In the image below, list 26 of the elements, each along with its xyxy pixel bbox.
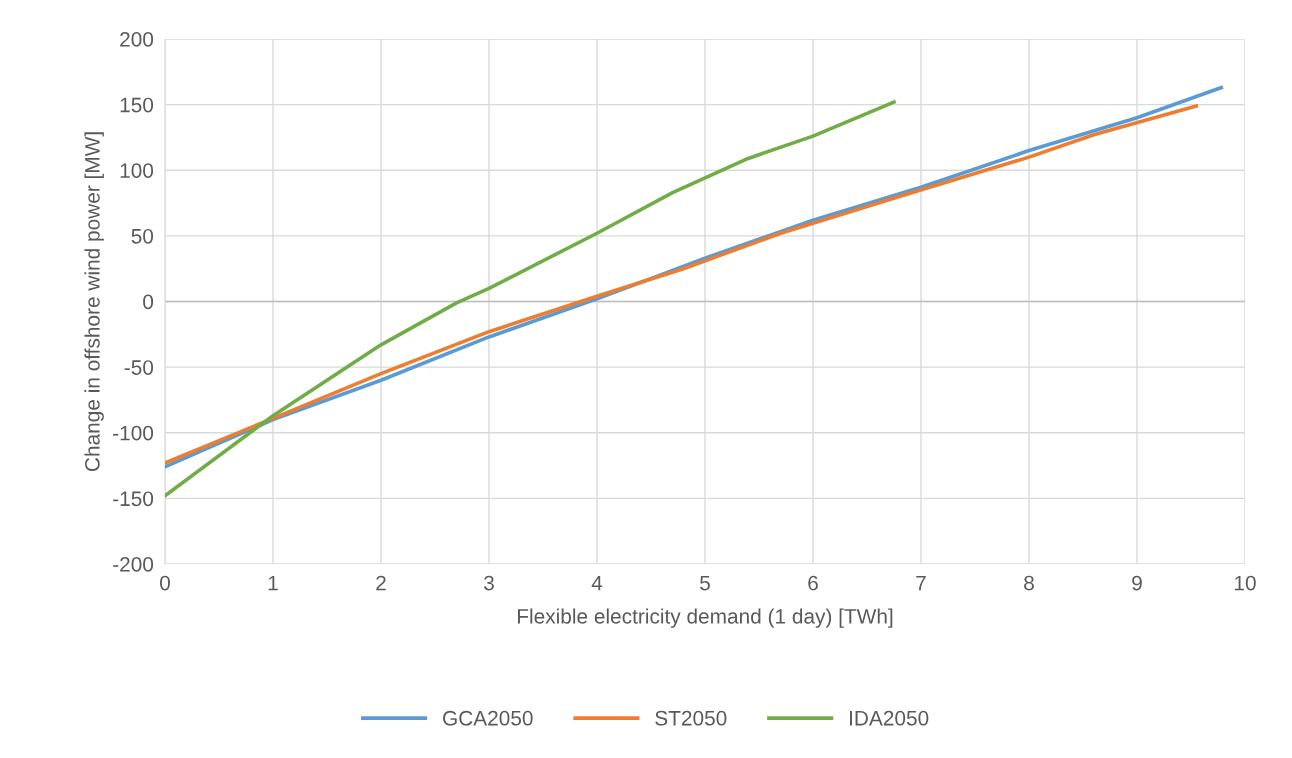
y-tick-label: -150: [113, 491, 154, 507]
line-series: [165, 100, 896, 498]
x-tick-label: 4: [591, 575, 603, 591]
y-tick-label: -100: [113, 425, 154, 441]
legend-label: ST2050: [655, 710, 727, 726]
y-tick-label: 0: [143, 294, 154, 310]
y-tick-label: 50: [131, 228, 154, 244]
x-axis-title: Flexible electricity demand (1 day) [TWh]: [518, 608, 893, 628]
x-tick-label: 9: [1132, 575, 1142, 591]
legend-label: IDA2050: [850, 710, 929, 726]
x-tick-label: 5: [700, 575, 710, 591]
x-tick-label: 0: [160, 575, 170, 591]
y-tick-label: 200: [120, 32, 154, 47]
x-tick-label: 6: [808, 575, 818, 591]
legend-label: GCA2050: [443, 710, 533, 726]
y-tick-label: -200: [113, 557, 154, 572]
x-tick-label: 10: [1235, 575, 1256, 591]
x-tick-label: 3: [484, 575, 494, 591]
y-axis-title: Change in offshore wind power [MW]: [84, 132, 104, 472]
x-tick-label: 2: [376, 575, 386, 591]
x-tick-label: 7: [916, 575, 926, 591]
y-tick-label: 150: [120, 97, 154, 113]
x-tick-label: 1: [268, 575, 278, 591]
y-tick-label: 100: [120, 163, 154, 178]
x-tick-label: 8: [1024, 575, 1034, 591]
y-tick-label: -50: [124, 360, 154, 375]
